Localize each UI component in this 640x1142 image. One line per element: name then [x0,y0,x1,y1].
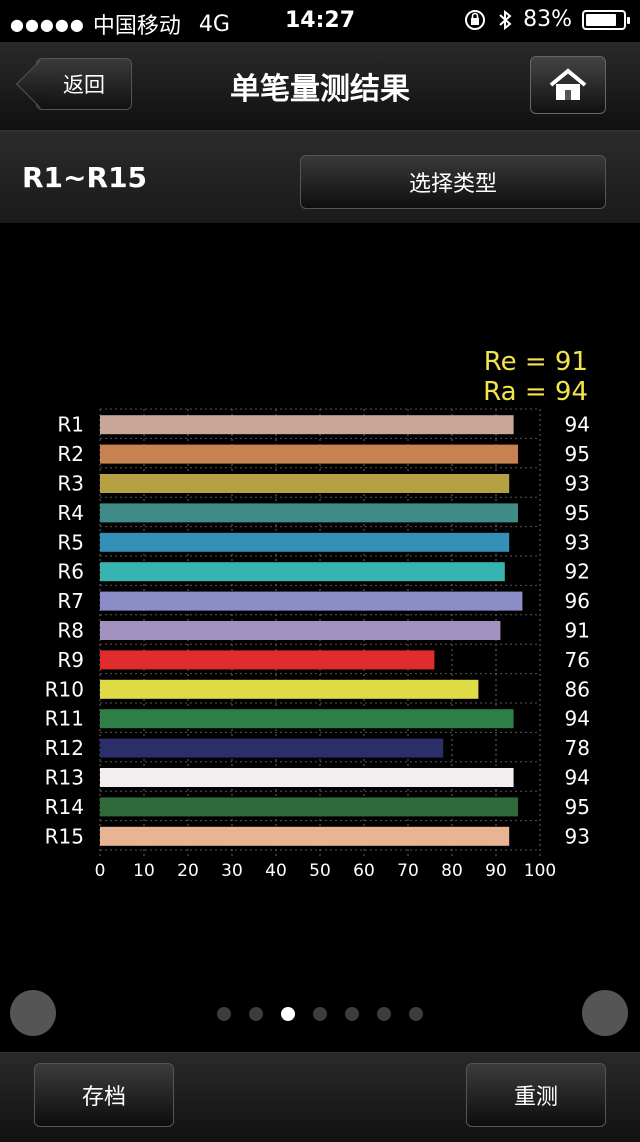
bottom-toolbar: 存档 重测 [0,1052,640,1142]
page-dot [281,1007,295,1021]
category-label: R6 [57,560,84,584]
bar [100,591,523,611]
home-button[interactable] [530,56,606,114]
ra-value: Ra = 94 [483,377,588,407]
bar [100,679,479,699]
category-label: R9 [57,648,84,672]
category-label: R2 [57,442,84,466]
chart-area: Re = 91 Ra = 94 R1 94 R2 95 R3 93 R4 95 R5 93 R6 92… [0,223,640,983]
sub-header: R1~R15 选择类型 [0,131,640,223]
page-dot [217,1007,231,1021]
category-label: R11 [45,707,84,731]
category-label: R5 [57,530,84,554]
bar [100,650,435,670]
category-label: R7 [57,589,84,613]
bar [100,709,514,729]
page-dot [313,1007,327,1021]
status-right: 83% [463,7,630,32]
bar [100,532,510,552]
x-tick-label: 100 [524,861,556,881]
bar [100,738,444,758]
save-button-label: 存档 [81,1085,126,1110]
page-dot [249,1007,263,1021]
bar [100,621,501,640]
remeasure-button[interactable]: 重测 [466,1063,606,1127]
page-dot [377,1007,391,1021]
select-type-button[interactable]: 选择类型 [300,155,606,209]
remeasure-button-label: 重测 [513,1085,558,1110]
value-label: 94 [565,413,590,437]
category-label: R8 [57,619,84,643]
category-label: R12 [45,736,84,760]
page-title: 单笔量测结果 [230,72,410,107]
previous-page-button[interactable] [10,990,56,1036]
battery-level-fill [586,13,616,26]
back-button[interactable]: 返回 [36,58,132,110]
category-label: R13 [45,766,84,790]
bar-chart: R1 94 R2 95 R3 93 R4 95 R5 93 R6 92 R7 96 R8 91 R9 76 R10 8… [45,408,590,881]
value-label: 95 [565,795,590,819]
value-label: 93 [565,472,590,496]
page-dot [345,1007,359,1021]
bar [100,415,514,435]
x-tick-label: 20 [177,861,199,881]
bar [100,768,514,787]
x-tick-label: 10 [133,861,155,881]
navigation-bar: 返回 单笔量测结果 [0,42,640,131]
re-value: Re = 91 [483,347,588,377]
select-type-label: 选择类型 [408,172,497,197]
status-left: ●●●●● 中国移动 4G [10,8,230,40]
network-type: 4G [198,11,230,37]
save-button[interactable]: 存档 [34,1063,174,1127]
value-label: 91 [565,619,590,643]
value-label: 93 [565,824,590,848]
bar [100,444,518,464]
x-tick-label: 50 [309,861,331,881]
status-time: 14:27 [284,8,356,33]
bar [100,503,518,523]
bluetooth-icon [499,9,512,30]
signal-strength-icon: ●●●●● [10,14,85,34]
category-label: R3 [57,472,84,496]
back-button-label: 返回 [63,73,105,97]
page-indicator [0,1007,640,1021]
bar [100,826,510,846]
carrier-name: 中国移动 [92,14,181,39]
value-label: 96 [565,589,590,613]
value-label: 78 [565,736,590,760]
category-label: R4 [57,501,84,525]
x-tick-label: 40 [265,861,287,881]
next-page-button[interactable] [582,990,628,1036]
x-tick-label: 80 [441,861,463,881]
value-label: 93 [565,530,590,554]
value-label: 94 [565,707,590,731]
x-tick-label: 30 [221,861,243,881]
category-label: R15 [45,824,84,848]
bar [100,474,510,493]
bar [100,797,518,817]
x-tick-label: 60 [353,861,375,881]
status-bar: ●●●●● 中国移动 4G 14:27 83% [0,0,640,42]
value-label: 86 [565,677,590,701]
battery-icon [582,9,630,30]
value-label: 94 [565,766,590,790]
category-label: R10 [45,677,84,701]
value-label: 95 [565,442,590,466]
page-dot [409,1007,423,1021]
value-label: 95 [565,501,590,525]
bar [100,562,505,582]
x-tick-label: 90 [485,861,507,881]
battery-percent: 83% [523,7,572,32]
category-label: R1 [57,413,84,437]
rotation-lock-icon [465,9,486,30]
x-tick-label: 0 [95,861,106,881]
home-icon [549,68,587,100]
x-tick-label: 70 [397,861,419,881]
value-label: 92 [565,560,590,584]
range-label: R1~R15 [22,161,148,194]
category-label: R14 [45,795,84,819]
value-label: 76 [565,648,590,672]
